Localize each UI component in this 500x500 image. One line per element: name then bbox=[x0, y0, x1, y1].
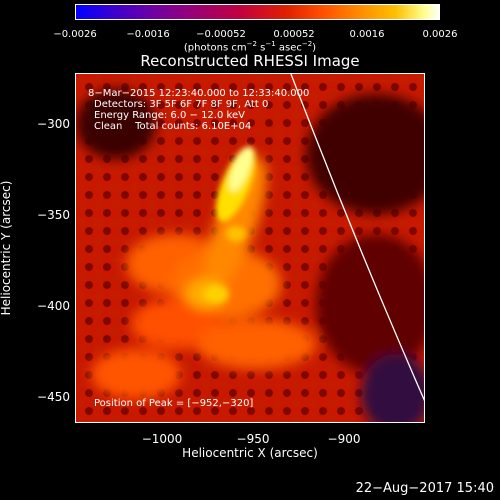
generation-timestamp: 22−Aug−2017 15:40 bbox=[355, 481, 494, 496]
x-tick-label: −950 bbox=[236, 432, 270, 446]
peak-position-label: Position of Peak = [−952,−320] bbox=[94, 398, 254, 409]
clean-counts-label: Clean Total counts: 6.10E+04 bbox=[94, 121, 252, 132]
y-tick-label: −300 bbox=[37, 117, 70, 131]
y-tick-label: −350 bbox=[37, 208, 70, 222]
colorbar-tick: −0.0016 bbox=[126, 29, 170, 40]
energy-range-label: Energy Range: 6.0 − 12.0 keV bbox=[94, 110, 245, 121]
y-tick-label: −450 bbox=[37, 390, 70, 404]
rhessi-image-plot bbox=[75, 73, 425, 423]
time-range-label: 8−Mar−2015 12:23:40.000 to 12:33:40.000 bbox=[88, 88, 310, 99]
colorbar-tick: 0.0016 bbox=[349, 29, 385, 40]
colorbar-tick: −0.0026 bbox=[53, 29, 97, 40]
x-tick-label: −900 bbox=[327, 432, 361, 446]
solar-limb-line bbox=[290, 74, 424, 402]
colorbar-units: (photons cm−2 s−1 asec−2) bbox=[183, 40, 317, 54]
x-tick-label: −1000 bbox=[141, 432, 183, 446]
y-tick-label: −400 bbox=[37, 299, 70, 313]
colorbar-tick: 0.00052 bbox=[273, 29, 315, 40]
colorbar-tick: −0.00052 bbox=[196, 29, 246, 40]
rhessi-image bbox=[76, 74, 424, 422]
colorbar bbox=[75, 4, 440, 20]
colorbar-tick: 0.0026 bbox=[422, 29, 458, 40]
detectors-label: Detectors: 3F 5F 6F 7F 8F 9F, Att 0 bbox=[94, 99, 269, 110]
x-axis-label: Heliocentric X (arcsec) bbox=[182, 446, 318, 460]
image-title: Reconstructed RHESSI Image bbox=[140, 52, 360, 70]
